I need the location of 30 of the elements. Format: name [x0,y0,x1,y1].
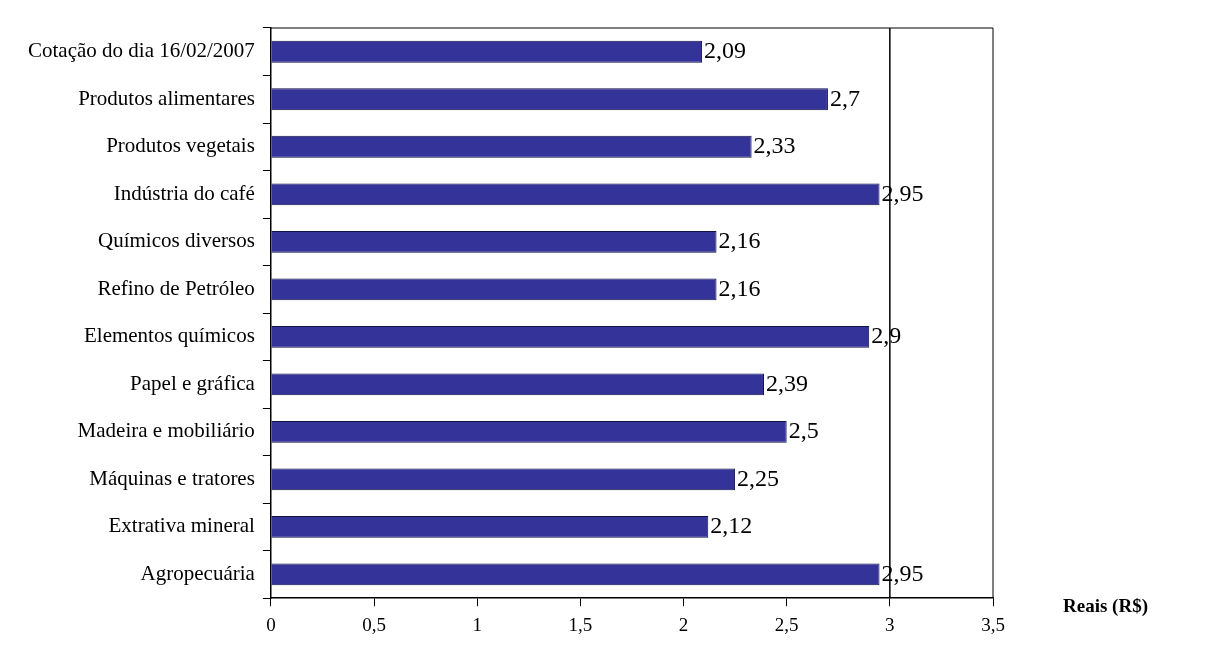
y-tick-label: Elementos químicos [83,323,255,348]
data-label: 2,7 [829,84,860,111]
data-label: 2,16 [718,274,761,301]
y-tick-label: Extrativa mineral [108,513,256,538]
x-axis-title: Reais (R$) [1063,595,1148,618]
data-label: 2,16 [718,227,761,254]
y-tick-label: Indústria do café [113,180,255,205]
y-tick-label: Madeira e mobiliário [77,418,255,443]
x-tick-label: 3,5 [981,613,1005,635]
y-tick-label: Refino de Petróleo [97,275,255,300]
data-label: 2,12 [710,512,753,539]
x-tick-label: 1 [472,613,482,635]
x-tick-label: 1,5 [568,613,593,635]
y-tick-label: Agropecuária [140,560,256,585]
data-label: 2,25 [737,464,780,491]
data-label: 2,09 [704,37,747,64]
x-tick-label: 0,5 [362,613,386,635]
y-tick-label: Químicos diversos [97,228,255,253]
x-tick-label: 2,5 [774,613,799,635]
y-tick-label: Máquinas e tratores [89,465,255,490]
y-tick-label: Papel e gráfica [130,370,256,395]
data-label: 2,33 [753,132,796,159]
data-label: 2,5 [788,417,819,444]
x-tick-label: 2 [678,613,689,635]
x-tick-label: 3 [885,613,895,635]
x-tick-label: 0 [266,613,276,635]
y-tick-label: Produtos vegetais [106,133,255,158]
data-label: 2,39 [765,369,808,396]
y-tick-label: Produtos alimentares [78,85,255,110]
y-tick-label: Cotação do dia 16/02/2007 [27,38,255,63]
